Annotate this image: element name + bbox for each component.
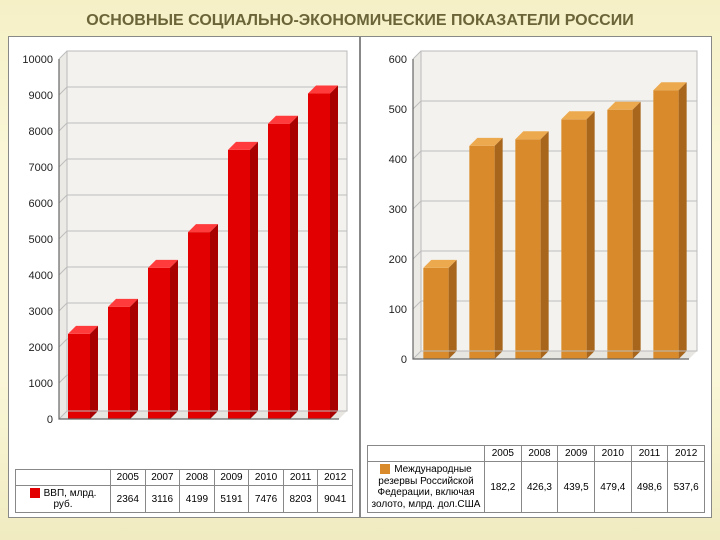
- chart-reserves-svg: 0 100 200 300 400 500 600: [361, 37, 711, 397]
- svg-text:100: 100: [389, 304, 407, 316]
- svg-text:9000: 9000: [29, 90, 53, 102]
- charts-container: 0100020003000400050006000700080009000100…: [0, 36, 720, 518]
- svg-text:3000: 3000: [29, 306, 53, 318]
- page-title: ОСНОВНЫЕ СОЦИАЛЬНО-ЭКОНОМИЧЕСКИЕ ПОКАЗАТ…: [0, 0, 720, 36]
- svg-text:4000: 4000: [29, 270, 53, 282]
- chart-gdp-data-table: 2005200720082009201020112012ВВП, млрд. р…: [15, 469, 353, 513]
- svg-text:600: 600: [389, 54, 407, 66]
- svg-text:500: 500: [389, 104, 407, 116]
- chart-reserves-panel: 0 100 200 300 400 500 600 20052008200920102011…: [360, 36, 712, 518]
- svg-text:0: 0: [47, 414, 53, 426]
- svg-text:5000: 5000: [29, 234, 53, 246]
- svg-text:200: 200: [389, 254, 407, 266]
- svg-text:2000: 2000: [29, 342, 53, 354]
- svg-text:10000: 10000: [22, 54, 53, 66]
- chart-gdp-panel: 0 1000 2000 3000 4000 5000 6000 7000 8000 9000 100…: [8, 36, 360, 518]
- svg-text:6000: 6000: [29, 198, 53, 210]
- svg-text:300: 300: [389, 204, 407, 216]
- chart-gdp-svg: 0 1000 2000 3000 4000 5000 6000 7000 8000 9000 100…: [9, 37, 359, 447]
- svg-text:8000: 8000: [29, 126, 53, 138]
- svg-text:400: 400: [389, 154, 407, 166]
- svg-text:7000: 7000: [29, 162, 53, 174]
- svg-text:0: 0: [401, 354, 407, 366]
- chart-reserves-data-table: 200520082009201020112012Международные ре…: [367, 445, 705, 513]
- svg-text:1000: 1000: [29, 378, 53, 390]
